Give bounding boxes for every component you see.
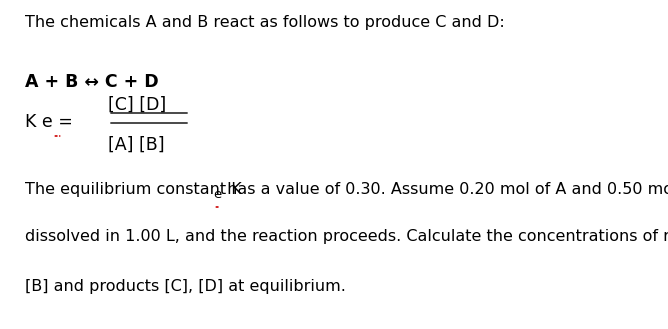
Text: dissolved in 1.00 L, and the reaction proceeds. Calculate the concentrations of : dissolved in 1.00 L, and the reaction pr…	[25, 229, 668, 244]
Text: [B] and products [C], [D] at equilibrium.: [B] and products [C], [D] at equilibrium…	[25, 279, 346, 294]
Text: [A] [B]: [A] [B]	[108, 136, 164, 154]
Text: The chemicals A and B react as follows to produce C and D:: The chemicals A and B react as follows t…	[25, 15, 505, 30]
Text: e: e	[214, 188, 222, 201]
Text: [C] [D]: [C] [D]	[108, 96, 166, 114]
Text: has a value of 0.30. Assume 0.20 mol of A and 0.50 mol of B are: has a value of 0.30. Assume 0.20 mol of …	[222, 182, 668, 197]
Text: A + B ↔ C + D: A + B ↔ C + D	[25, 73, 158, 91]
Text: K e =: K e =	[25, 113, 78, 131]
Text: The equilibrium constant K: The equilibrium constant K	[25, 182, 242, 197]
